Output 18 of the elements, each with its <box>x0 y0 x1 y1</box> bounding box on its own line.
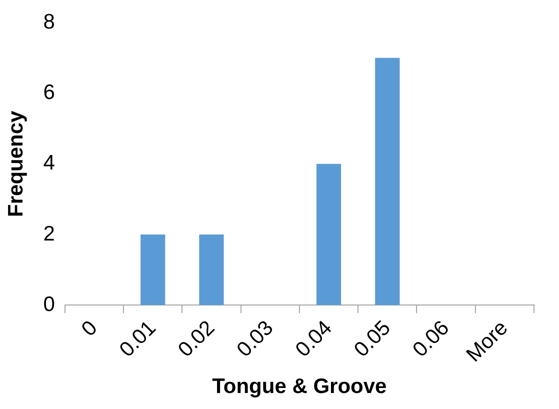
x-tick-label: 0.04 <box>291 316 337 362</box>
x-tick-label: 0 <box>77 316 102 341</box>
x-tick-label: 0.03 <box>232 316 278 362</box>
y-tick-label: 8 <box>43 10 55 34</box>
x-tick-label: 0.05 <box>350 316 396 362</box>
x-axis-title: Tongue & Groove <box>212 375 387 398</box>
x-tick-label: 0.02 <box>174 316 220 362</box>
bar <box>316 164 342 306</box>
y-tick-label: 2 <box>43 222 55 246</box>
y-tick-label: 4 <box>43 152 56 175</box>
bar <box>199 234 224 306</box>
y-axis-title: Frequency <box>4 110 28 217</box>
y-tick-label: 6 <box>43 81 55 104</box>
y-tick-label: 0 <box>43 292 55 316</box>
x-tick-label: 0.06 <box>408 316 454 362</box>
bar <box>140 234 166 306</box>
bar <box>375 58 400 306</box>
x-tick-label: 0.01 <box>115 316 160 362</box>
